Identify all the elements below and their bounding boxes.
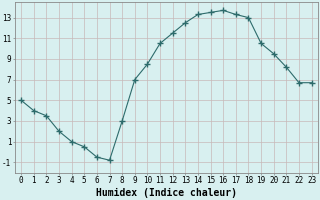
X-axis label: Humidex (Indice chaleur): Humidex (Indice chaleur) (96, 188, 237, 198)
